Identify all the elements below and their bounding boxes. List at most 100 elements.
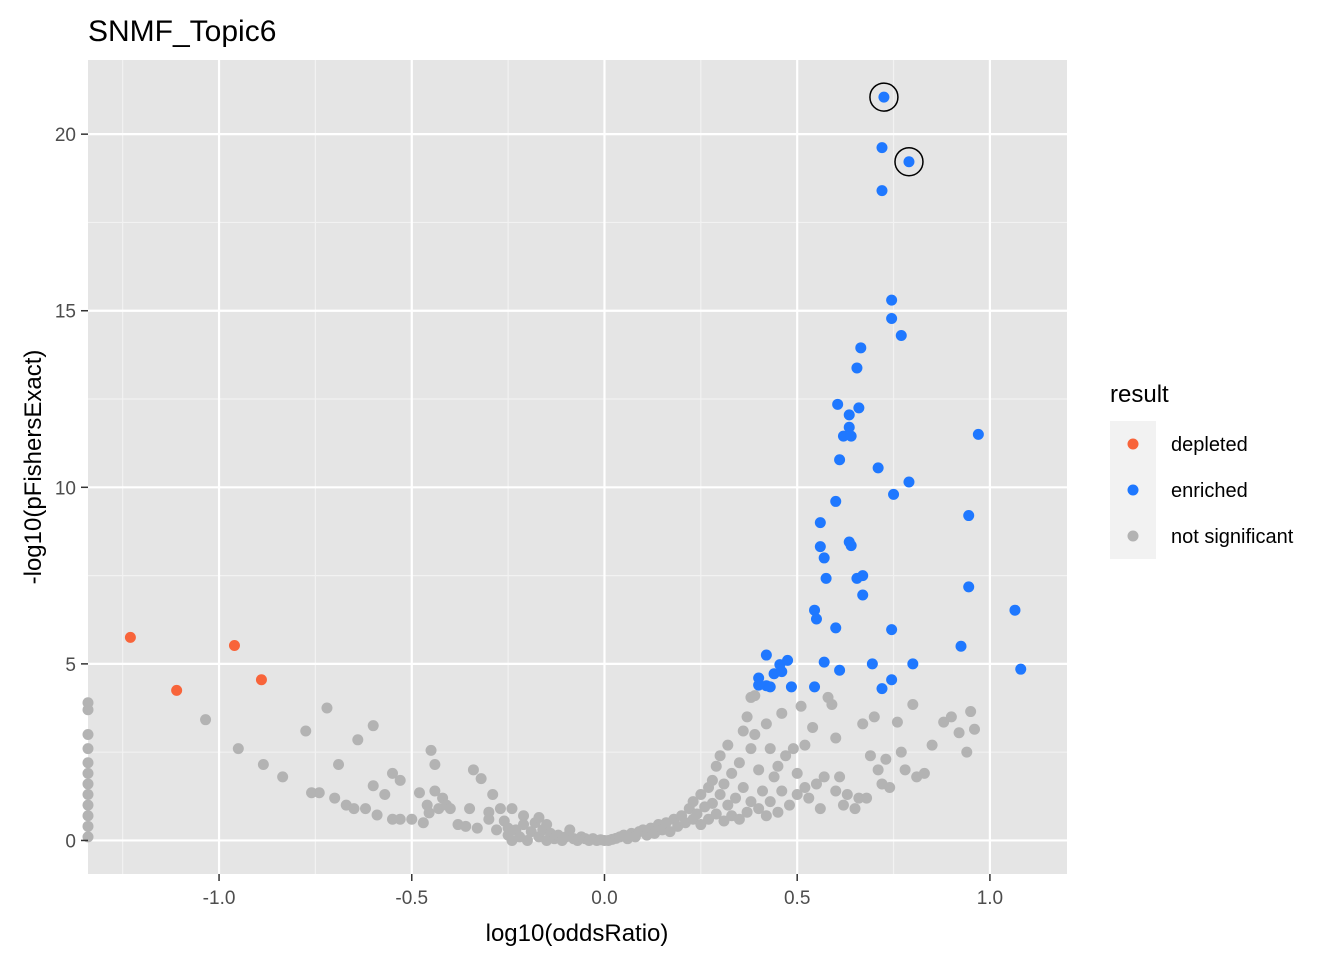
point-not-significant [722, 739, 734, 751]
point-not-significant [82, 820, 94, 832]
point-enriched [760, 649, 772, 661]
legend-title: result [1110, 381, 1169, 408]
point-enriched [764, 681, 776, 693]
point-not-significant [830, 732, 842, 744]
point-not-significant [737, 725, 749, 737]
point-enriched [782, 654, 794, 666]
point-not-significant [961, 746, 973, 758]
data-points [82, 82, 1027, 846]
point-not-significant [371, 809, 383, 821]
point-not-significant [360, 803, 372, 815]
point-not-significant [772, 806, 784, 818]
point-not-significant [82, 767, 94, 779]
legend-label: enriched [1171, 480, 1248, 502]
point-not-significant [714, 789, 726, 801]
point-not-significant [733, 757, 745, 769]
point-not-significant [807, 721, 819, 733]
point-not-significant [200, 714, 212, 726]
point-not-significant [564, 824, 576, 836]
point-not-significant [494, 803, 506, 815]
point-not-significant [787, 743, 799, 755]
point-not-significant [710, 760, 722, 772]
point-not-significant [872, 764, 884, 776]
point-enriched [895, 329, 907, 341]
point-not-significant [687, 796, 699, 808]
point-not-significant [333, 759, 345, 771]
point-enriched [1009, 604, 1021, 616]
point-not-significant [926, 739, 938, 751]
point-not-significant [429, 785, 441, 797]
point-not-significant [394, 774, 406, 786]
point-not-significant [714, 750, 726, 762]
point-not-significant [772, 760, 784, 772]
point-not-significant [737, 781, 749, 793]
point-not-significant [768, 771, 780, 783]
y-tick-label: 10 [55, 478, 76, 499]
point-not-significant [82, 757, 94, 769]
legend-swatch-not-significant [1127, 530, 1139, 542]
point-not-significant [541, 819, 553, 831]
point-enriched [851, 362, 863, 374]
chart-title: SNMF_Topic6 [88, 15, 276, 48]
point-not-significant [764, 796, 776, 808]
point-enriched [853, 402, 865, 414]
y-tick-label: 0 [65, 831, 76, 852]
point-not-significant [834, 771, 846, 783]
point-not-significant [733, 813, 745, 825]
point-enriched [834, 664, 846, 676]
point-not-significant [749, 690, 761, 702]
point-not-significant [841, 789, 853, 801]
point-not-significant [82, 704, 94, 716]
point-enriched [837, 430, 849, 442]
highlight-ring [894, 146, 924, 177]
point-enriched [886, 313, 898, 325]
point-not-significant [945, 711, 957, 723]
point-enriched [843, 409, 855, 421]
point-not-significant [799, 781, 811, 793]
point-not-significant [799, 739, 811, 751]
point-enriched [845, 540, 857, 552]
point-not-significant [868, 711, 880, 723]
point-not-significant [386, 767, 398, 779]
point-enriched [878, 91, 890, 103]
point-not-significant [818, 771, 830, 783]
point-not-significant [82, 729, 94, 741]
point-enriched [963, 581, 975, 593]
point-enriched [785, 681, 797, 693]
point-not-significant [467, 764, 479, 776]
point-enriched [888, 488, 900, 500]
y-axis-title: -log10(pFishersExact) [20, 350, 47, 585]
point-enriched [903, 156, 915, 168]
point-not-significant [853, 792, 865, 804]
legend-swatch-depleted [1127, 438, 1139, 450]
point-not-significant [406, 813, 418, 825]
point-depleted [228, 640, 240, 652]
point-not-significant [938, 716, 950, 728]
point-not-significant [749, 729, 761, 741]
point-not-significant [464, 803, 476, 815]
point-enriched [876, 142, 888, 154]
point-enriched [820, 572, 832, 584]
point-depleted [124, 631, 136, 643]
point-enriched [907, 658, 919, 670]
point-not-significant [884, 781, 896, 793]
y-tick-label: 20 [55, 125, 76, 146]
point-not-significant [710, 808, 722, 820]
point-not-significant [386, 813, 398, 825]
point-not-significant [953, 727, 965, 739]
point-not-significant [491, 824, 503, 836]
point-not-significant [706, 774, 718, 786]
point-not-significant [864, 750, 876, 762]
point-not-significant [753, 803, 765, 815]
point-not-significant [918, 767, 930, 779]
point-not-significant [907, 698, 919, 710]
point-not-significant [764, 743, 776, 755]
point-enriched [876, 185, 888, 197]
point-not-significant [741, 806, 753, 818]
point-not-significant [321, 702, 333, 714]
point-not-significant [82, 789, 94, 801]
point-not-significant [776, 707, 788, 719]
point-not-significant [518, 819, 530, 831]
plot-panel [88, 60, 1067, 874]
